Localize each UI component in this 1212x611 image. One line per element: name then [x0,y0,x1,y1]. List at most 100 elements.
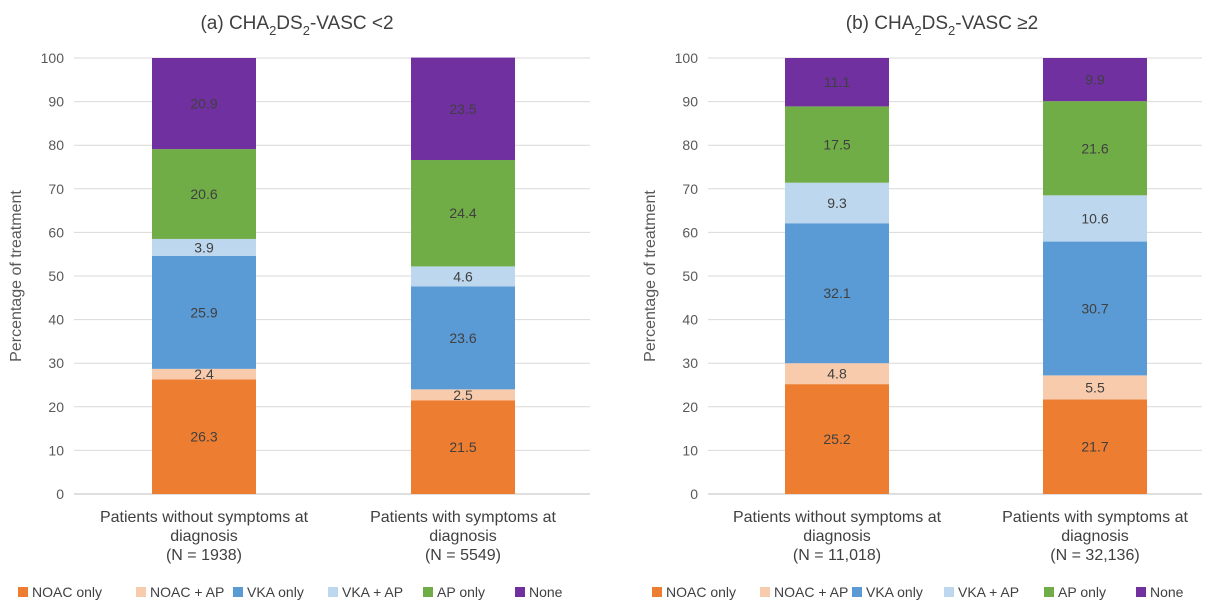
legend-label: AP only [437,584,485,600]
y-tick-label: 60 [48,224,64,240]
legend-label: None [1150,584,1184,600]
data-label: 2.5 [453,387,473,403]
data-label: 25.9 [190,304,217,320]
bar-segment-none [411,57,515,161]
bar-segment-vka-only [1043,241,1147,376]
y-tick-label: 10 [48,442,64,458]
x-category-label: diagnosis [170,528,238,545]
y-tick-label: 80 [682,137,698,153]
bar-segment-ap-only [152,149,256,239]
legend-swatch [852,587,862,597]
data-label: 17.5 [823,137,850,153]
legend-label: VKA + AP [342,584,403,600]
y-tick-label: 60 [682,224,698,240]
title-subscript: 2 [948,23,955,38]
bar-segment-vka-ap [785,182,889,224]
title-part: DS [276,13,302,34]
legend-label: VKA only [247,584,304,600]
data-label: 3.9 [194,239,214,255]
data-label: 20.6 [190,186,217,202]
bar-segment-noac-ap [152,368,256,380]
legend-swatch [1044,587,1054,597]
x-category-label: (N = 1938) [166,547,242,564]
legend-label: None [529,584,563,600]
y-tick-label: 30 [682,355,698,371]
bar-segment-noac-only [1043,399,1147,494]
data-label: 11.1 [824,74,850,90]
chart-title: (b) CHA2DS2-VASC ≥2 [846,13,1038,38]
legend-label: NOAC only [666,584,736,600]
title-part: -VASC ≥2 [955,13,1038,34]
title-subscript: 2 [303,23,310,38]
bar-segment-none [1043,58,1147,102]
x-category-label: diagnosis [803,528,871,545]
x-category-label: diagnosis [429,528,497,545]
bar-segment-noac-ap [1043,375,1147,400]
legend-swatch [328,587,338,597]
bar-segment-ap-only [785,106,889,183]
bar-segment-vka-ap [1043,195,1147,242]
title-subscript: 2 [914,23,921,38]
y-tick-label: 100 [675,50,699,66]
y-tick-label: 0 [56,486,64,502]
x-category-label: Patients without symptoms at [100,509,309,526]
x-category-label: (N = 32,136) [1050,547,1139,564]
bar-segment-none [785,58,889,107]
bar-segment-noac-ap [411,389,515,401]
bar-segment-vka-only [152,255,256,369]
bar-segment-vka-only [411,286,515,390]
title-part: (b) CHA [846,13,915,34]
legend-swatch [652,587,662,597]
y-tick-label: 20 [682,399,698,415]
data-label: 25.2 [823,431,850,447]
y-tick-label: 40 [48,312,64,328]
data-label: 9.9 [1085,72,1105,88]
data-label: 9.3 [827,195,847,211]
x-category-label: Patients with symptoms at [370,509,556,526]
legend-label: AP only [1058,584,1106,600]
data-label: 32.1 [823,285,850,301]
data-label: 4.8 [827,366,847,382]
y-tick-label: 90 [682,94,698,110]
x-category-label: diagnosis [1061,528,1129,545]
bar-segment-vka-ap [411,266,515,287]
y-axis-label: Percentage of treatment [8,190,25,362]
data-label: 5.5 [1085,379,1105,395]
legend-swatch [136,587,146,597]
data-label: 21.5 [449,439,476,455]
y-tick-label: 70 [682,181,698,197]
y-tick-label: 20 [48,399,64,415]
y-tick-label: 10 [682,442,698,458]
legend-swatch [944,587,954,597]
x-category-label: (N = 11,018) [793,547,881,564]
bar-segment-noac-only [152,379,256,494]
y-tick-label: 70 [48,181,64,197]
data-label: 26.3 [190,429,217,445]
y-axis-label: Percentage of treatment [642,190,659,362]
legend-swatch [423,587,433,597]
y-tick-label: 80 [48,137,64,153]
legend-label: NOAC + AP [150,584,224,600]
legend-swatch [1136,587,1146,597]
legend-swatch [233,587,243,597]
y-tick-label: 40 [682,312,698,328]
data-label: 23.6 [449,330,476,346]
bar-segment-ap-only [411,160,515,267]
chart-title: (a) CHA2DS2-VASC <2 [200,13,393,38]
bar-segment-none [152,58,256,150]
bar-segment-noac-ap [785,363,889,385]
y-tick-label: 50 [682,268,698,284]
data-label: 21.6 [1081,140,1108,156]
y-tick-label: 30 [48,355,64,371]
y-tick-label: 90 [48,94,64,110]
data-label: 20.9 [190,96,217,112]
legend-label: VKA + AP [958,584,1019,600]
data-label: 2.4 [194,366,214,382]
legend-label: NOAC + AP [774,584,848,600]
data-label: 24.4 [449,205,476,221]
title-part: -VASC <2 [310,13,394,34]
legend-swatch [18,587,28,597]
